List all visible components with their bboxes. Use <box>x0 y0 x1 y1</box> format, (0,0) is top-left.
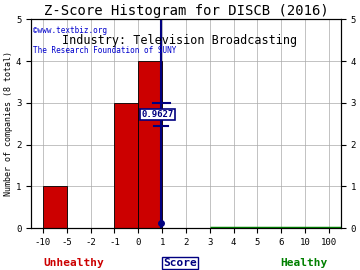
Y-axis label: Number of companies (8 total): Number of companies (8 total) <box>4 51 13 196</box>
Text: The Research Foundation of SUNY: The Research Foundation of SUNY <box>33 46 177 56</box>
Text: Industry: Television Broadcasting: Industry: Television Broadcasting <box>62 34 298 47</box>
Bar <box>114 103 138 228</box>
Text: 0.9627: 0.9627 <box>141 110 174 119</box>
Text: Healthy: Healthy <box>280 258 328 268</box>
Text: Score: Score <box>163 258 197 268</box>
Title: Z-Score Histogram for DISCB (2016): Z-Score Histogram for DISCB (2016) <box>44 4 328 18</box>
Bar <box>43 187 67 228</box>
Bar <box>138 61 162 228</box>
Text: ©www.textbiz.org: ©www.textbiz.org <box>33 26 107 35</box>
Text: Unhealthy: Unhealthy <box>43 258 104 268</box>
